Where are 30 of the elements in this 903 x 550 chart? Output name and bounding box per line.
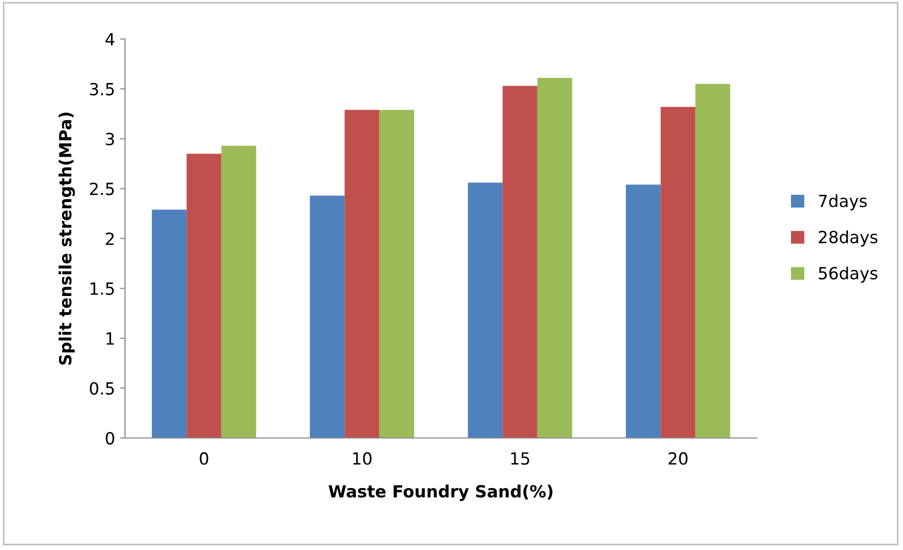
bar [152, 210, 187, 438]
bar [186, 154, 222, 438]
x-tick-label: 20 [668, 452, 688, 465]
bar [695, 84, 730, 438]
bar [502, 86, 538, 438]
bar [468, 182, 503, 438]
y-tick-label: 1 [106, 332, 114, 345]
bar [310, 196, 345, 438]
legend-label: 56days [818, 266, 878, 283]
bar [344, 110, 380, 438]
y-axis-title: Split tensile strength(MPa) [58, 112, 75, 365]
x-tick-label: 15 [511, 452, 530, 465]
bar [660, 106, 696, 438]
y-tick-label: 4 [105, 33, 114, 46]
y-tick-label: 2 [106, 232, 114, 245]
bar [626, 184, 661, 438]
y-tick-label: 2.5 [90, 182, 114, 196]
y-tick-label: 0 [106, 432, 114, 445]
legend-label: 7days [818, 194, 867, 210]
legend-label: 28days [818, 230, 878, 247]
y-tick-label: 3 [106, 132, 114, 146]
y-tick-label: 1.5 [90, 282, 114, 295]
y-tick-label: 0.5 [90, 382, 114, 395]
x-tick-label: 0 [200, 452, 208, 465]
x-axis-title: Waste Foundry Sand(%) [328, 484, 552, 501]
bar [537, 78, 572, 438]
bar [221, 146, 256, 438]
y-tick-label: 3.5 [90, 82, 114, 96]
bar [379, 110, 414, 438]
x-tick-label: 10 [353, 452, 372, 465]
